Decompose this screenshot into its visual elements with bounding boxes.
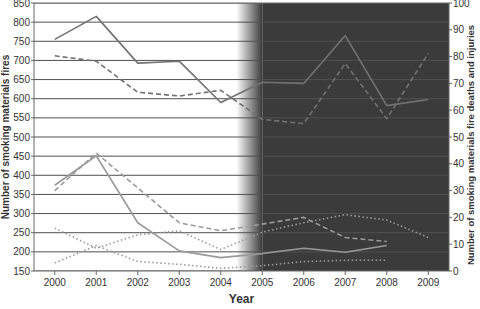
y-tick-label: 500 xyxy=(13,132,30,143)
y-tick xyxy=(31,60,34,61)
grid-line xyxy=(34,213,449,214)
y-tick xyxy=(31,194,34,195)
chart: 1502002503003504004505005506006507007508… xyxy=(0,0,480,309)
series-line xyxy=(55,54,429,124)
y2-tick xyxy=(449,29,452,30)
y-tick-label: 300 xyxy=(13,208,30,219)
y2-tick-label: 0 xyxy=(453,266,459,277)
series-line xyxy=(55,156,387,258)
y-tick xyxy=(31,22,34,23)
grid-line xyxy=(34,79,449,80)
x-tick-label: 2003 xyxy=(168,277,191,288)
y2-tick xyxy=(449,110,452,111)
y2-axis-label: Number of smoking materials fire deaths … xyxy=(465,25,476,265)
x-tick xyxy=(345,271,346,275)
x-tick-label: 2002 xyxy=(127,277,150,288)
y-tick-label: 400 xyxy=(13,170,30,181)
y-tick xyxy=(31,137,34,138)
series-line xyxy=(55,246,387,269)
x-tick-label: 2000 xyxy=(44,277,67,288)
plot-background xyxy=(34,3,449,271)
grid-line xyxy=(34,22,449,23)
y2-tick-label: 100 xyxy=(453,0,470,9)
y-tick xyxy=(31,41,34,42)
plot-frame xyxy=(34,3,449,271)
series-line xyxy=(55,16,429,105)
grid-line xyxy=(34,98,449,99)
y-tick-label: 750 xyxy=(13,36,30,47)
y2-tick xyxy=(449,190,452,191)
y-tick xyxy=(31,251,34,252)
y-tick-label: 850 xyxy=(13,0,30,9)
y-tick-label: 650 xyxy=(13,74,30,85)
y2-tick xyxy=(449,163,452,164)
y-tick-label: 450 xyxy=(13,151,30,162)
x-tick xyxy=(54,271,55,275)
grid-line xyxy=(34,41,449,42)
x-tick xyxy=(220,271,221,275)
y-tick-label: 800 xyxy=(13,17,30,28)
y-tick-label: 250 xyxy=(13,227,30,238)
x-tick xyxy=(386,271,387,275)
series-line xyxy=(55,215,429,250)
x-axis-label: Year xyxy=(229,292,255,306)
x-tick-label: 2008 xyxy=(376,277,399,288)
series-line xyxy=(55,153,387,241)
y2-tick-label: 80 xyxy=(453,51,465,62)
y2-tick-label: 90 xyxy=(453,24,465,35)
y-tick xyxy=(31,79,34,80)
y-tick xyxy=(31,98,34,99)
y-tick xyxy=(31,213,34,214)
x-tick-label: 2005 xyxy=(251,277,274,288)
y2-tick-label: 60 xyxy=(453,105,465,116)
grid-line xyxy=(34,175,449,176)
y-tick-label: 700 xyxy=(13,55,30,66)
y-tick-label: 600 xyxy=(13,93,30,104)
grid-line xyxy=(34,251,449,252)
y2-tick xyxy=(449,137,452,138)
x-tick xyxy=(96,271,97,275)
y2-tick xyxy=(449,83,452,84)
x-tick xyxy=(428,271,429,275)
y-tick xyxy=(31,156,34,157)
y-axis-label: Number of smoking materials fires xyxy=(0,54,11,219)
x-tick-label: 2001 xyxy=(85,277,108,288)
grid-line xyxy=(34,137,449,138)
plot-area xyxy=(34,3,449,271)
y-tick xyxy=(31,117,34,118)
y2-tick xyxy=(449,244,452,245)
y2-tick xyxy=(449,271,452,272)
y-tick-label: 350 xyxy=(13,189,30,200)
chart-root: 1502002503003504004505005506006507007508… xyxy=(0,0,480,309)
y-tick xyxy=(31,3,34,4)
x-tick-label: 2009 xyxy=(417,277,440,288)
y2-tick-label: 40 xyxy=(453,158,465,169)
y2-tick-label: 30 xyxy=(453,185,465,196)
x-tick xyxy=(137,271,138,275)
y-tick-label: 150 xyxy=(13,266,30,277)
y-tick-label: 200 xyxy=(13,246,30,257)
y2-tick xyxy=(449,217,452,218)
x-tick-label: 2006 xyxy=(293,277,316,288)
y2-tick xyxy=(449,3,452,4)
x-tick xyxy=(179,271,180,275)
y2-tick-label: 50 xyxy=(453,132,465,143)
y2-tick-label: 20 xyxy=(453,212,465,223)
y2-tick-label: 70 xyxy=(453,78,465,89)
y2-tick-label: 10 xyxy=(453,239,465,250)
x-tick xyxy=(303,271,304,275)
y-tick xyxy=(31,271,34,272)
y-tick xyxy=(31,175,34,176)
grid-line xyxy=(34,194,449,195)
x-tick-label: 2007 xyxy=(334,277,357,288)
grid-line xyxy=(34,232,449,233)
x-tick-label: 2004 xyxy=(210,277,233,288)
y-tick-label: 550 xyxy=(13,112,30,123)
x-tick xyxy=(262,271,263,275)
y2-tick xyxy=(449,56,452,57)
y-tick xyxy=(31,232,34,233)
